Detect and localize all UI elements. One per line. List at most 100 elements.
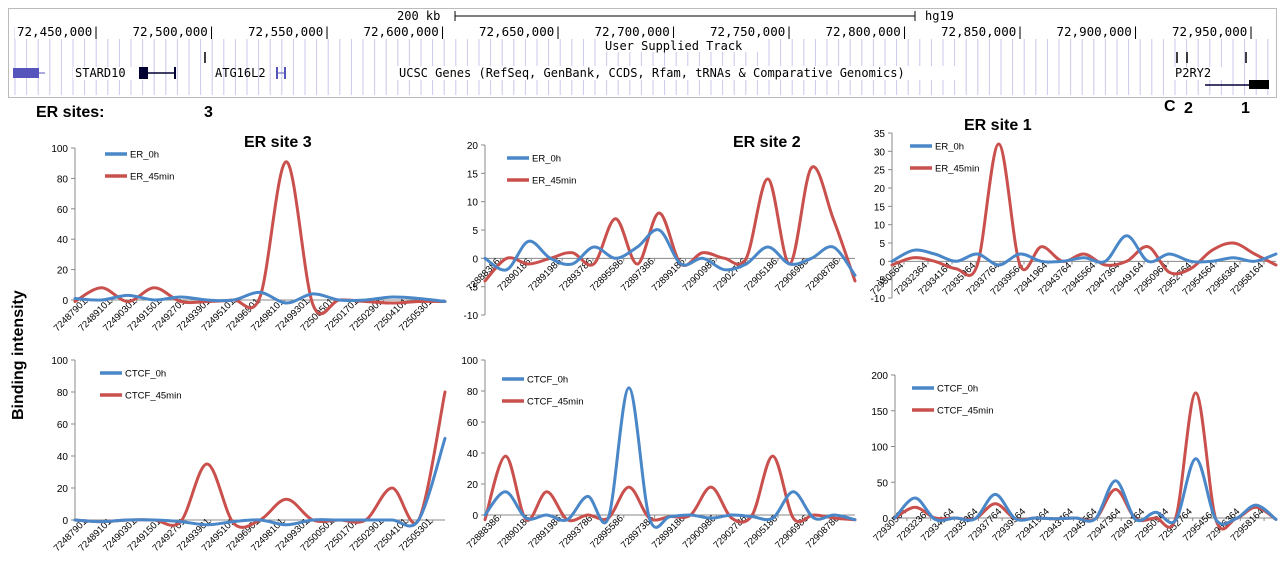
chart-ctcf-site3-svg: 0204060801007248790172489101724903017249… xyxy=(51,356,447,554)
y-tick-label: 20 xyxy=(57,266,69,277)
er-site-2-title: ER site 2 xyxy=(733,134,801,151)
y-tick-label: 5 xyxy=(879,239,885,250)
gene-label-bg xyxy=(73,67,143,80)
y-tick-label: 60 xyxy=(57,420,69,431)
position-bg xyxy=(823,23,936,39)
ctcf-site-marker: C xyxy=(1164,98,1176,115)
chart-ctcf-site2-svg: 0204060801007288838672890186728919867289… xyxy=(461,356,857,551)
er-site-3-title: ER site 3 xyxy=(244,134,312,151)
y-tick-label: 80 xyxy=(57,174,69,185)
gene-label-p2ry2: P2RY2 xyxy=(1175,66,1211,80)
y-tick-label: 0 xyxy=(879,257,885,268)
y-tick-label: 20 xyxy=(467,141,479,152)
y-tick-label: 20 xyxy=(874,184,886,195)
legend-label: ER_45min xyxy=(130,172,174,183)
series-line-er-0h xyxy=(73,290,447,305)
y-axis-label: Binding intensity xyxy=(10,290,27,420)
position-bg xyxy=(361,23,474,39)
y-tick-label: -10 xyxy=(464,311,479,322)
user-track-label: User Supplied Track xyxy=(605,39,743,53)
y-tick-label: 100 xyxy=(871,443,888,454)
gene-label-stard10: STARD10 xyxy=(75,66,126,80)
chart-ctcf-site1: 0 50 100 150 200 72930564 72932364 72934164 7293… xyxy=(860,360,1278,562)
genome-browser-canvas: 200 kb hg19 72,450,000| 72,500,000| 72,550,0… xyxy=(13,9,1278,95)
position-label: 72,950,000| xyxy=(1172,24,1255,39)
y-tick-label: 0 xyxy=(472,511,478,522)
position-label: 72,450,000| xyxy=(17,24,100,39)
chart-ctcf-site3: 0 20 40 60 80 100 72487901 72489101 72490301 7249… xyxy=(40,355,450,562)
chart-er-site3-svg: 0204060801007248790172489101724903017249… xyxy=(51,144,447,334)
x-tick-label: 72908786 xyxy=(804,256,842,294)
y-tick-label: 150 xyxy=(871,407,888,418)
legend-label: ER_0h xyxy=(532,154,561,165)
y-tick-label: -5 xyxy=(469,283,478,294)
genome-browser-frame: 200 kb hg19 72,450,000| 72,500,000| 72,550,0… xyxy=(8,8,1278,98)
series-line-er-0h xyxy=(890,234,1278,267)
er-site-3-marker: 3 xyxy=(204,104,213,121)
chart-er-site2: -10 -5 0 5 10 15 20 72888386 72890186 72891986 728… xyxy=(450,140,860,350)
y-tick-label: 15 xyxy=(467,169,479,180)
legend-label: CTCF_45min xyxy=(937,406,994,417)
series-line-ctcf-0h xyxy=(483,386,857,529)
y-tick-label: 20 xyxy=(467,480,479,491)
y-tick-label: 0 xyxy=(62,516,68,527)
legend-label: ER_0h xyxy=(935,142,964,153)
y-tick-label: 50 xyxy=(877,478,889,489)
position-bg xyxy=(592,23,705,39)
legend-label: CTCF_0h xyxy=(125,369,166,380)
legend-label: CTCF_0h xyxy=(527,375,568,386)
series-line-ctcf-45min xyxy=(483,454,857,524)
series-line-er-45min xyxy=(73,160,447,316)
y-tick-label: 5 xyxy=(472,226,478,237)
chart-er-site1: -10 -5 0 5 10 15 20 25 30 35 72930564 72932364 72934… xyxy=(860,128,1278,350)
y-tick-label: 10 xyxy=(874,221,886,232)
y-tick-label: 40 xyxy=(57,235,69,246)
y-tick-label: 100 xyxy=(461,356,478,367)
gene-exon xyxy=(1249,80,1269,89)
chart-er-site1-svg: -10-505101520253035729305647293236472934… xyxy=(868,129,1278,305)
er-site-1-title: ER site 1 xyxy=(964,117,1032,134)
position-bg xyxy=(246,23,358,39)
y-tick-label: 80 xyxy=(467,387,479,398)
y-tick-label: 0 xyxy=(882,514,888,525)
gene-label-atg16l2: ATG16L2 xyxy=(215,66,266,80)
position-label: 72,850,000| xyxy=(941,24,1024,39)
chart-er-site3: 0 20 40 60 80 100 72487901 72489101 72490301 7249… xyxy=(40,140,450,350)
position-label: 72,650,000| xyxy=(479,24,562,39)
gene-exon xyxy=(139,67,148,79)
assembly-label: hg19 xyxy=(925,9,954,23)
legend-label: CTCF_45min xyxy=(527,397,584,408)
track-label-bg xyxy=(395,66,965,80)
position-bg xyxy=(15,23,127,39)
er-site-1-marker: 1 xyxy=(1241,100,1250,117)
ucsc-track-label: UCSC Genes (RefSeq, GenBank, CCDS, Rfam,… xyxy=(399,66,905,80)
position-bg xyxy=(1054,23,1167,39)
y-tick-label: 40 xyxy=(467,449,479,460)
y-tick-label: 15 xyxy=(874,202,886,213)
chart-ctcf-site1-svg: 0501001502007293056472932364729341647293… xyxy=(871,371,1278,544)
y-tick-label: -10 xyxy=(871,294,886,305)
legend-label: CTCF_0h xyxy=(937,384,978,395)
y-tick-label: 30 xyxy=(874,147,886,158)
y-tick-label: 100 xyxy=(51,144,68,155)
genome-browser: 200 kb hg19 72,450,000| 72,500,000| 72,550,0… xyxy=(0,0,1278,100)
y-tick-label: 25 xyxy=(874,166,886,177)
y-tick-label: 100 xyxy=(51,356,68,367)
legend-label: ER_45min xyxy=(935,164,979,175)
y-tick-label: 40 xyxy=(57,452,69,463)
position-label: 72,800,000| xyxy=(826,24,909,39)
position-bg xyxy=(708,23,820,39)
y-tick-label: 60 xyxy=(467,418,479,429)
gene-label-bg xyxy=(1173,67,1229,80)
y-tick-label: 10 xyxy=(467,198,479,209)
y-tick-label: -5 xyxy=(876,276,885,287)
legend-label: CTCF_45min xyxy=(125,391,182,402)
position-label: 72,900,000| xyxy=(1057,24,1140,39)
series-line-ctcf-0h xyxy=(73,436,447,528)
track-label-bg xyxy=(605,38,765,52)
position-bg xyxy=(939,23,1051,39)
y-tick-label: 35 xyxy=(874,129,886,140)
series-line-ctcf-45min xyxy=(73,390,447,529)
chart-er-site2-svg: -10-505101520728883867289018672891986728… xyxy=(464,141,857,322)
position-label: 72,500,000| xyxy=(133,24,216,39)
